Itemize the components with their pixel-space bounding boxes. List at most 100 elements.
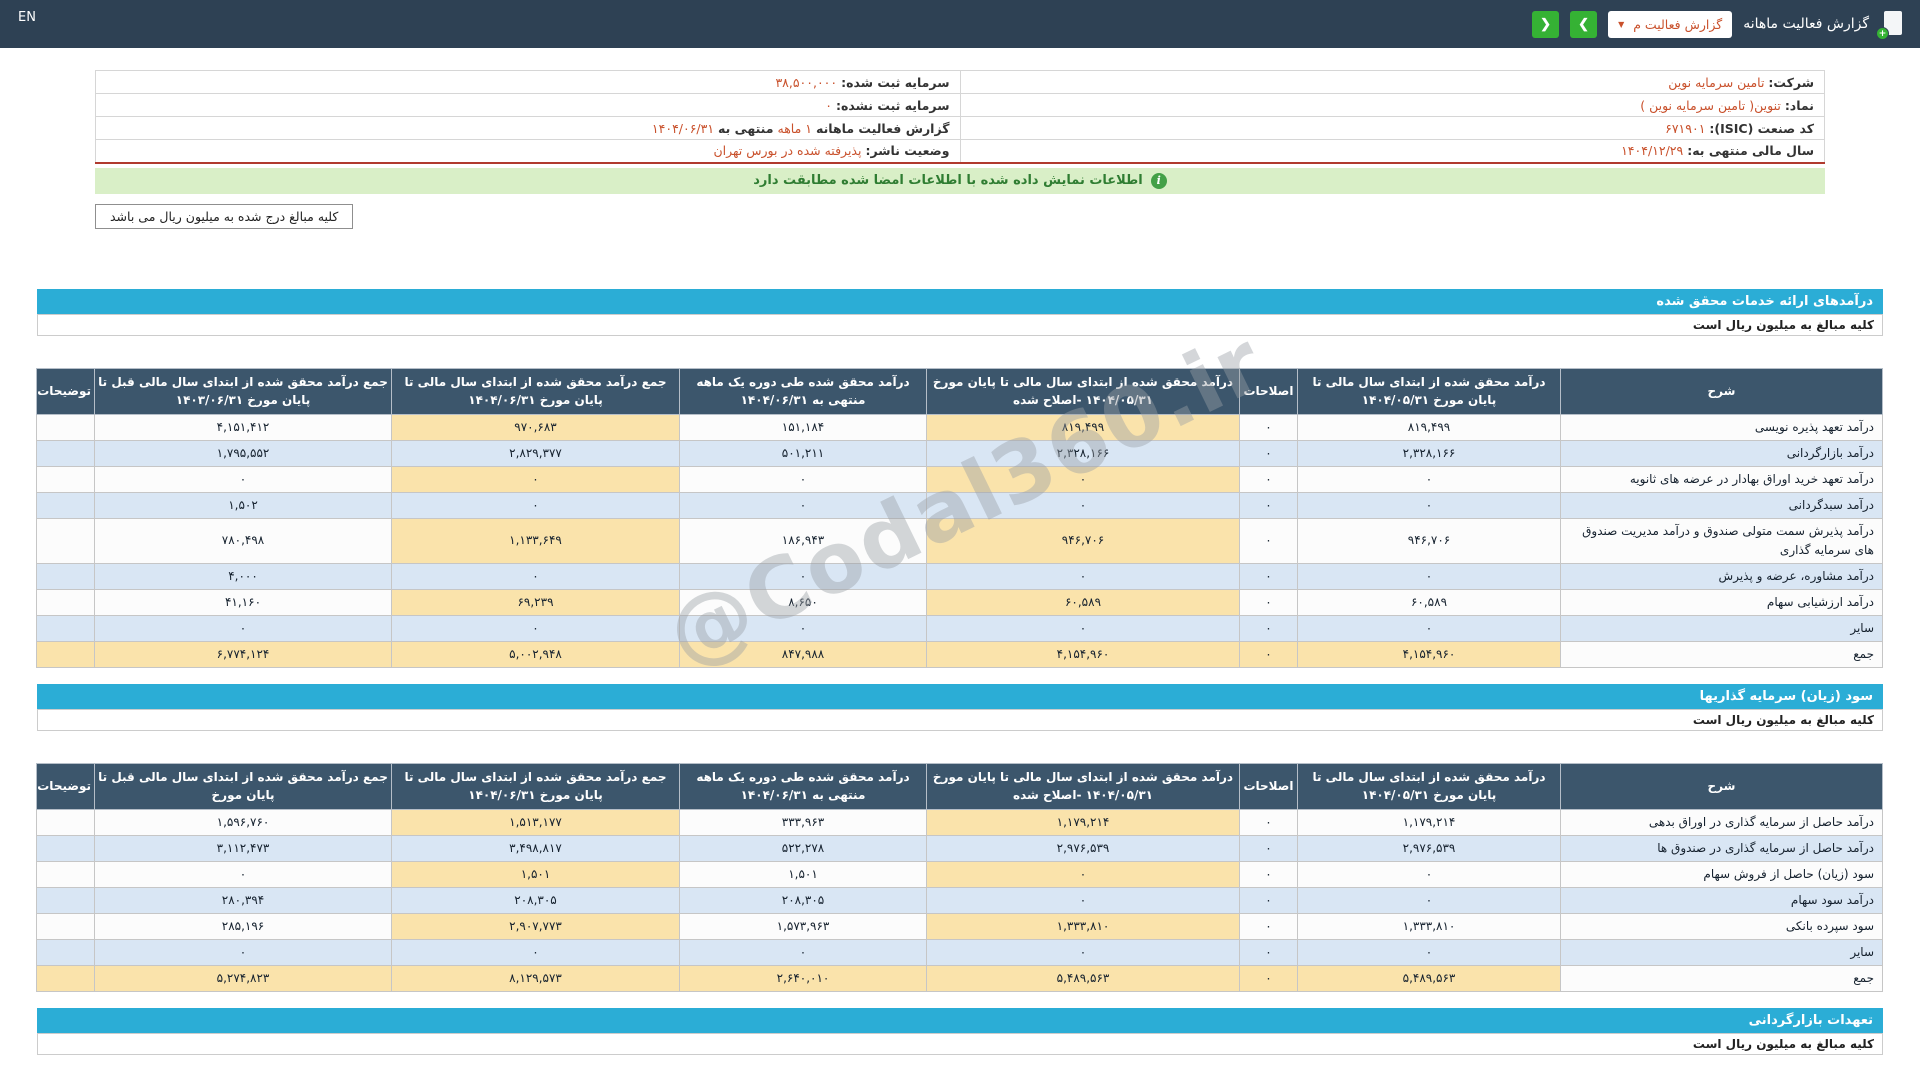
- column-header: درآمد محقق شده طی دوره یک ماهه منتهی به …: [679, 367, 927, 415]
- row-label: سود (زیان) حاصل از فروش سهام: [1560, 860, 1883, 888]
- row-label: درآمد حاصل از سرمایه گذاری در اوراق بدهی: [1560, 808, 1883, 836]
- company-info-table: شرکت: تامین سرمایه نوین سرمایه ثبت شده: …: [95, 70, 1825, 164]
- cell-value: ۰: [926, 886, 1240, 914]
- row-label: درآمد ارزشیابی سهام: [1560, 588, 1883, 616]
- cell-value: ۵,۴۸۹,۵۶۳: [926, 964, 1240, 992]
- column-header: جمع درآمد محقق شده از ابتدای سال مالی تا…: [391, 367, 680, 415]
- cell-value: [36, 808, 95, 836]
- report-period-cell: گزارش فعالیت ماهانه ۱ ماهه منتهی به ۱۴۰۴…: [95, 116, 961, 140]
- table-row: درآمد بازارگردانی ۲,۳۲۸,۱۶۶ ۰ ۲,۳۲۸,۱۶۶ ۵۰۱,…: [36, 439, 1883, 467]
- column-header: درآمد محقق شده از ابتدای سال مالی تا پای…: [926, 762, 1240, 810]
- issuer-status-label: وضعیت ناشر:: [865, 143, 950, 159]
- cell-value: ۳,۱۱۲,۴۷۳: [94, 834, 392, 862]
- cell-value: [36, 964, 95, 992]
- cell-value: ۸۱۹,۴۹۹: [1297, 413, 1561, 441]
- cell-value: ۱,۵۰۱: [391, 860, 680, 888]
- cell-value: ۰: [94, 465, 392, 493]
- report-type-dropdown-value: گزارش فعالیت م: [1633, 16, 1723, 32]
- issuer-status-cell: وضعیت ناشر: پذیرفته شده در بورس تهران: [95, 139, 961, 163]
- table-row: درآمد تعهد خرید اوراق بهادار در عرضه های…: [36, 465, 1883, 493]
- cell-value: ۰: [1239, 562, 1298, 590]
- cell-value: ۶,۷۷۴,۱۲۴: [94, 640, 392, 668]
- cell-value: ۲۰۸,۳۰۵: [391, 886, 680, 914]
- cell-value: ۰: [1297, 491, 1561, 519]
- cell-value: ۰: [1239, 614, 1298, 642]
- cell-value: ۰: [1239, 491, 1298, 519]
- cell-value: ۱,۳۳۳,۸۱۰: [1297, 912, 1561, 940]
- column-header: جمع درآمد محقق شده از ابتدای سال مالی قب…: [94, 762, 392, 810]
- column-header: شرح: [1560, 762, 1883, 810]
- cell-value: ۵,۴۸۹,۵۶۳: [1297, 964, 1561, 992]
- unregistered-capital-label: سرمایه ثبت نشده:: [835, 97, 950, 113]
- column-header: توضیحات: [36, 367, 95, 415]
- fiscal-year-label: سال مالی منتهی به:: [1687, 143, 1814, 159]
- cell-value: ۰: [94, 614, 392, 642]
- cell-value: ۸۴۷,۹۸۸: [679, 640, 927, 668]
- info-row: شرکت: تامین سرمایه نوین سرمایه ثبت شده: …: [95, 70, 1825, 94]
- cell-value: [36, 912, 95, 940]
- info-row: کد صنعت (ISIC): ۶۷۱۹۰۱ گزارش فعالیت ماها…: [95, 116, 1825, 140]
- cell-value: ۰: [1239, 912, 1298, 940]
- table-row: سود (زیان) حاصل از فروش سهام ۰ ۰ ۰ ۱,۵۰۱ ۱,۵۰…: [36, 860, 1883, 888]
- cell-value: ۰: [1297, 562, 1561, 590]
- cell-value: ۲,۹۷۶,۵۳۹: [926, 834, 1240, 862]
- cell-value: ۰: [679, 938, 927, 966]
- column-header: اصلاحات: [1239, 762, 1298, 810]
- report-period-value: ۱ ماهه: [777, 120, 813, 136]
- cell-value: ۳۳۳,۹۶۳: [679, 808, 927, 836]
- cell-value: ۰: [926, 465, 1240, 493]
- report-content: درآمدهای ارائه خدمات محقق شده کلیه مبالغ…: [36, 288, 1883, 1055]
- row-label: جمع: [1560, 640, 1883, 668]
- section-market-making: تعهدات بازارگردانی کلیه مبالغ به میلیون …: [37, 1007, 1883, 1055]
- column-header: درآمد محقق شده از ابتدای سال مالی تا پای…: [926, 367, 1240, 415]
- nav-forward-button[interactable]: ❯: [1570, 10, 1598, 38]
- column-header: درآمد محقق شده از ابتدای سال مالی تا پای…: [1297, 367, 1561, 415]
- cell-value: [36, 834, 95, 862]
- isic-cell: کد صنعت (ISIC): ۶۷۱۹۰۱: [959, 116, 1825, 140]
- unregistered-capital-cell: سرمایه ثبت نشده: ۰: [95, 93, 961, 117]
- cell-value: ۰: [1239, 860, 1298, 888]
- report-type-dropdown[interactable]: گزارش فعالیت م ▼: [1608, 10, 1733, 38]
- nav-back-button[interactable]: ❮: [1532, 10, 1560, 38]
- cell-value: ۴,۱۵۴,۹۶۰: [926, 640, 1240, 668]
- column-header: شرح: [1560, 367, 1883, 415]
- cell-value: [36, 588, 95, 616]
- amounts-note-box: کلیه مبالغ درج شده به میلیون ریال می باش…: [95, 203, 354, 229]
- language-toggle[interactable]: EN: [18, 10, 36, 25]
- row-label: جمع: [1560, 964, 1883, 992]
- cell-value: ۹۴۶,۷۰۶: [1297, 517, 1561, 564]
- table-row: درآمد مشاوره، عرضه و پذیرش ۰ ۰ ۰ ۰ ۰ ۴,۰۰۰: [36, 562, 1883, 590]
- services-income-table: شرح درآمد محقق شده از ابتدای سال مالی تا …: [36, 367, 1883, 668]
- section-services-income: درآمدهای ارائه خدمات محقق شده کلیه مبالغ…: [36, 288, 1883, 668]
- cell-value: [36, 413, 95, 441]
- column-header: جمع درآمد محقق شده از ابتدای سال مالی قب…: [94, 367, 392, 415]
- cell-value: ۹۴۶,۷۰۶: [926, 517, 1240, 564]
- cell-value: ۰: [391, 465, 680, 493]
- cell-value: ۱۵۱,۱۸۴: [679, 413, 927, 441]
- cell-value: ۱,۵۱۳,۱۷۷: [391, 808, 680, 836]
- document-shape: [1884, 11, 1902, 35]
- green-badge-icon: +: [1876, 27, 1889, 40]
- cell-value: ۳,۴۹۸,۸۱۷: [391, 834, 680, 862]
- row-label: درآمد سود سهام: [1560, 886, 1883, 914]
- cell-value: ۰: [926, 938, 1240, 966]
- cell-value: ۶۰,۵۸۹: [926, 588, 1240, 616]
- cell-value: ۰: [391, 614, 680, 642]
- cell-value: ۰: [1239, 640, 1298, 668]
- cell-value: ۰: [926, 860, 1240, 888]
- cell-value: ۰: [1297, 938, 1561, 966]
- cell-value: [36, 860, 95, 888]
- table-row: درآمد سود سهام ۰ ۰ ۰ ۲۰۸,۳۰۵ ۲۰۸,۳۰۵ ۲۸۰,۳۹۴: [36, 886, 1883, 914]
- cell-value: ۲,۸۲۹,۳۷۷: [391, 439, 680, 467]
- registered-capital-label: سرمایه ثبت شده:: [841, 74, 950, 90]
- symbol-cell: نماد: تنوین( تامین سرمایه نوین ): [959, 93, 1825, 117]
- table-row: درآمد سبدگردانی ۰ ۰ ۰ ۰ ۰ ۱,۵۰۲: [36, 491, 1883, 519]
- cell-value: ۴,۱۵۴,۹۶۰: [1297, 640, 1561, 668]
- cell-value: ۰: [926, 614, 1240, 642]
- cell-value: ۴,۰۰۰: [94, 562, 392, 590]
- cell-value: ۰: [94, 860, 392, 888]
- cell-value: [36, 614, 95, 642]
- table-row: درآمد حاصل از سرمایه گذاری در اوراق بدهی…: [36, 808, 1883, 836]
- cell-value: ۱,۵۹۶,۷۶۰: [94, 808, 392, 836]
